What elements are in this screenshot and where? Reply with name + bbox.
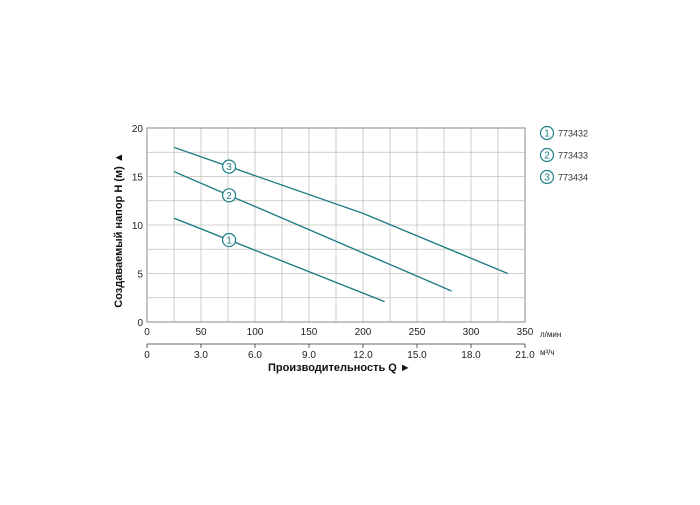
legend-marker-number: 2 bbox=[544, 151, 550, 162]
legend-item: 1 773432 bbox=[539, 125, 588, 141]
legend-marker-circle bbox=[539, 169, 555, 185]
plot-frame bbox=[146, 127, 526, 323]
x-secondary-tick-label: 21.0 bbox=[515, 350, 535, 361]
x-tick-label: 250 bbox=[409, 327, 426, 338]
x-secondary-tick-label: 6.0 bbox=[248, 350, 262, 361]
x-tick-label: 300 bbox=[463, 327, 480, 338]
legend-item: 2 773433 bbox=[539, 147, 588, 163]
x-unit-m3h: м³/ч bbox=[540, 348, 555, 357]
series-marker-2: 2 bbox=[221, 188, 237, 203]
x-axis-title: Производительность Q ► bbox=[268, 362, 411, 374]
legend: 1 773432 2 773433 3 773434 bbox=[539, 125, 588, 185]
series-marker-3: 3 bbox=[221, 159, 237, 174]
x-tick-label: 350 bbox=[517, 327, 534, 338]
x-secondary-tick-label: 18.0 bbox=[461, 350, 481, 361]
series-marker-1: 1 bbox=[221, 232, 237, 248]
marker-circle bbox=[221, 159, 237, 174]
legend-item: 3 773434 bbox=[539, 169, 588, 185]
series-line-773434 bbox=[173, 146, 508, 275]
x-secondary-tick-label: 9.0 bbox=[302, 350, 316, 361]
x-tick-label: 150 bbox=[301, 327, 318, 338]
legend-label: 773432 bbox=[558, 129, 588, 139]
legend-label: 773434 bbox=[558, 173, 588, 183]
y-tick-label: 5 bbox=[137, 270, 143, 281]
x-tick-label: 200 bbox=[355, 327, 372, 338]
marker-circle bbox=[221, 188, 237, 203]
legend-marker-circle bbox=[539, 147, 555, 163]
legend-label: 773433 bbox=[558, 151, 588, 161]
marker-number: 2 bbox=[226, 191, 232, 202]
marker-number: 3 bbox=[226, 162, 232, 173]
legend-marker-number: 1 bbox=[544, 129, 550, 140]
x-secondary-tick-label: 0 bbox=[144, 350, 150, 361]
y-tick-label: 0 bbox=[137, 318, 143, 329]
series-line-773432 bbox=[173, 217, 385, 303]
series-layer: 1 2 3 bbox=[173, 146, 508, 303]
grid bbox=[147, 128, 525, 322]
x-tick-label: 50 bbox=[195, 327, 207, 338]
x-unit-lpm: л/мин bbox=[540, 330, 561, 339]
y-tick-label: 15 bbox=[132, 173, 144, 184]
x-secondary-tick-label: 12.0 bbox=[353, 350, 373, 361]
marker-circle bbox=[221, 232, 237, 248]
marker-number: 1 bbox=[226, 236, 232, 247]
series-line-773433 bbox=[173, 171, 452, 292]
y-axis-title: Создаваемый напор H (м) ▲ bbox=[113, 152, 125, 307]
legend-marker-circle bbox=[539, 125, 555, 141]
x-tick-label: 100 bbox=[247, 327, 264, 338]
y-tick-label: 10 bbox=[132, 221, 144, 232]
x-secondary-tick-label: 3.0 bbox=[194, 350, 208, 361]
legend-marker-number: 3 bbox=[544, 173, 550, 184]
y-tick-label: 20 bbox=[132, 124, 144, 135]
x-secondary-tick-label: 15.0 bbox=[407, 350, 427, 361]
x-tick-label: 0 bbox=[144, 327, 150, 338]
